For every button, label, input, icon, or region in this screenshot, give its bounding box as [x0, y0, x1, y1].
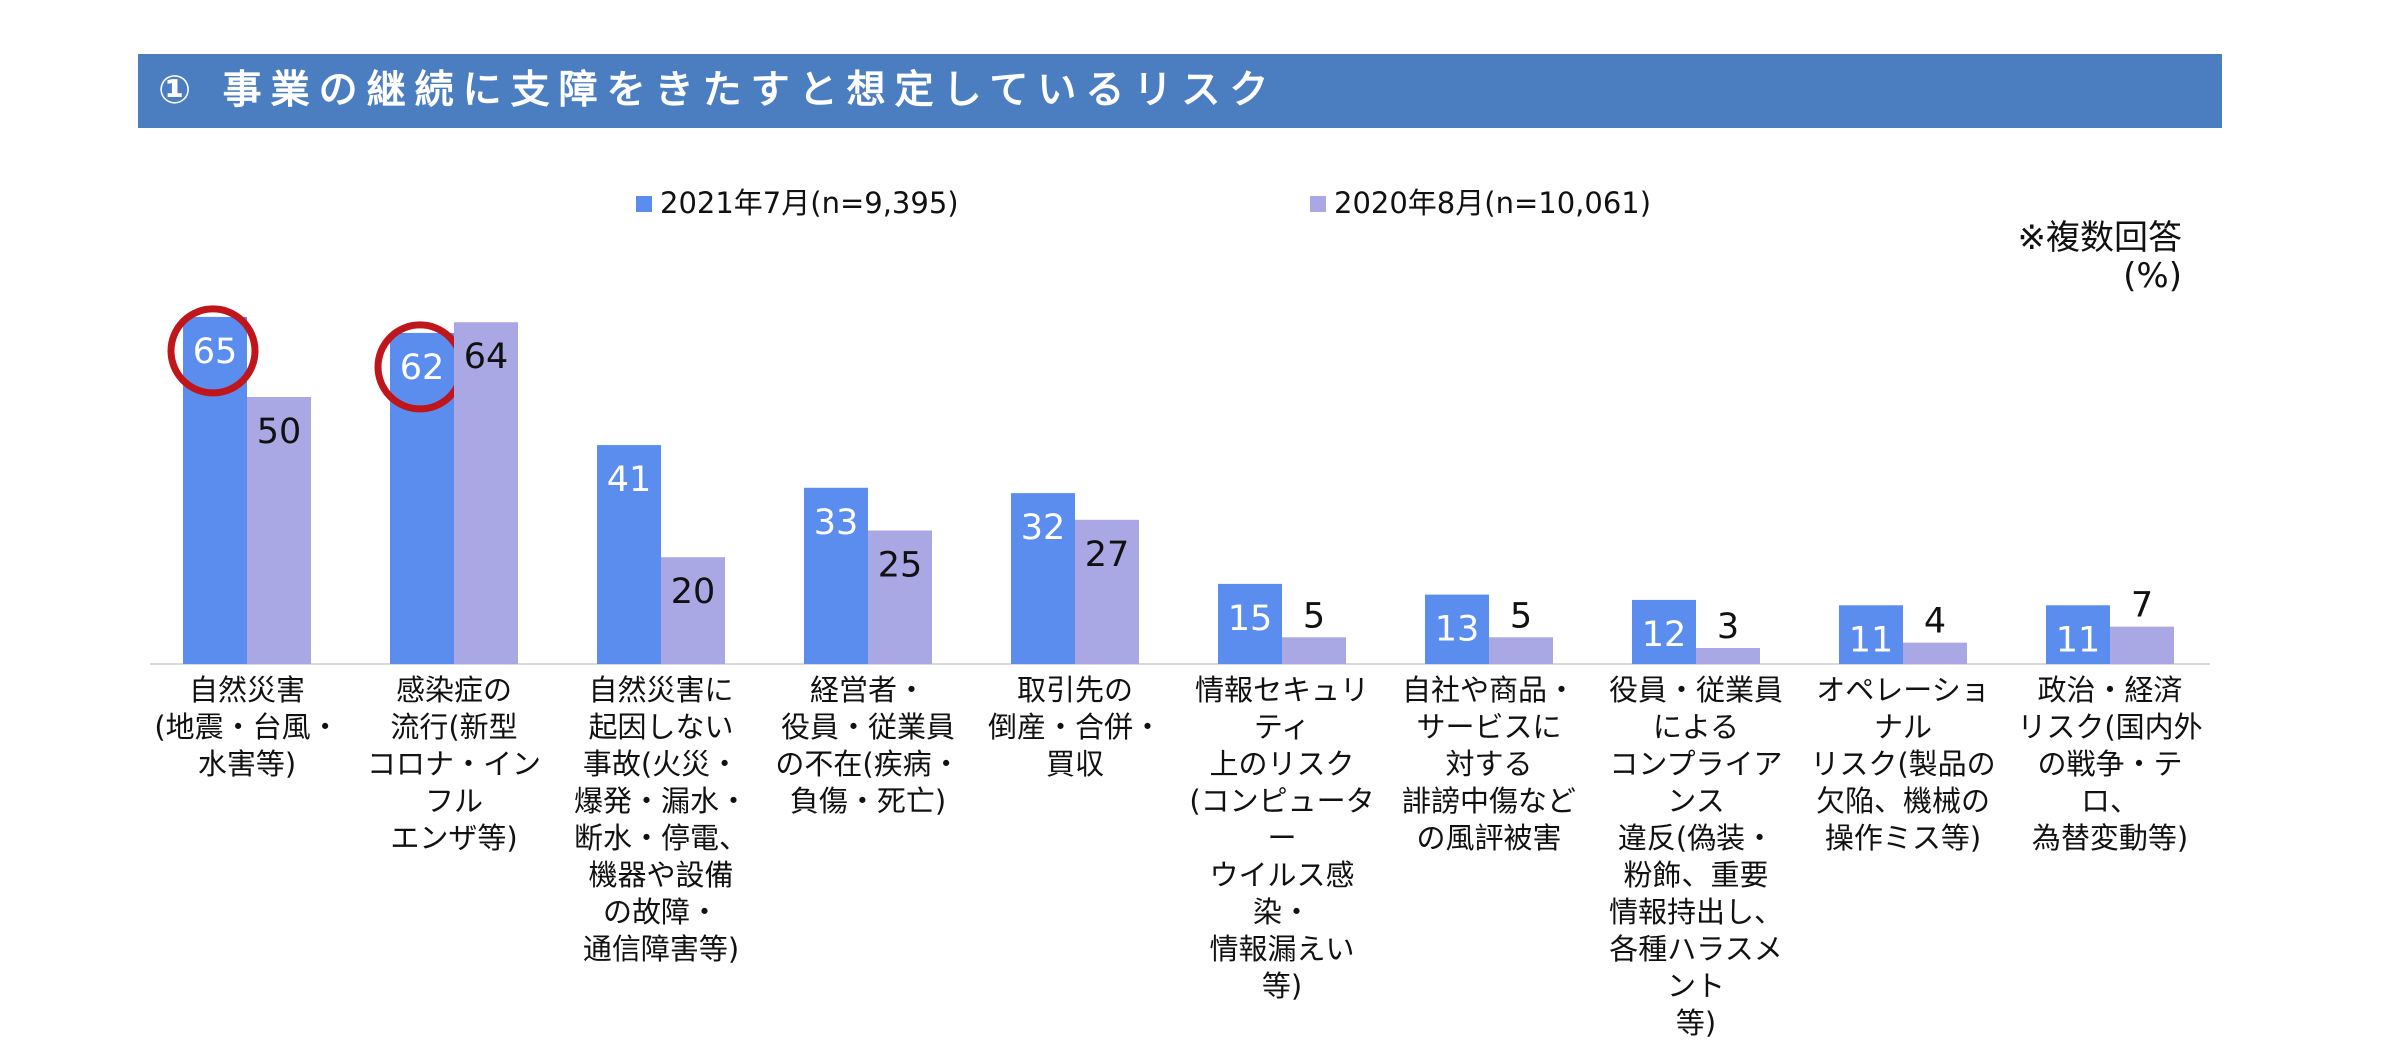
category-label-2: 自然災害に 起因しない 事故(火災・ 爆発・漏水・ 断水・停電、 機器や設備 の… [573, 673, 748, 966]
data-label-2020-1: 64 [464, 337, 509, 377]
category-label-6: 自社や商品・ サービスに 対する 誹謗中傷など の風評被害 [1401, 673, 1576, 855]
data-label-2020-3: 25 [878, 546, 923, 586]
data-label-2021-5: 15 [1228, 599, 1273, 639]
bar-2020-5 [1282, 637, 1346, 664]
bar-2020-1 [454, 322, 518, 664]
category-label-3: 経営者・ 役員・従業員 の不在(疾病・ 負傷・死亡) [775, 673, 961, 818]
data-label-2020-5: 5 [1303, 596, 1325, 636]
bar-2020-8 [1903, 642, 1967, 664]
bar-2021-8 [1839, 605, 1903, 664]
bar-2020-6 [1489, 637, 1553, 664]
category-label-1: 感染症の 流行(新型 コロナ・インフル エンザ等) [366, 673, 541, 855]
legend-label-2021: 2021年7月(n=9,395) [660, 186, 959, 220]
highlight-circle-0 [167, 305, 259, 397]
bar-2021-2 [597, 445, 661, 664]
bar-2021-5 [1218, 583, 1282, 664]
bar-2021-6 [1425, 594, 1489, 664]
bar-2021-0 [183, 316, 247, 664]
category-label-8: オペレーショナル リスク(製品の 欠陥、機械の 操作ミス等) [1810, 673, 1996, 855]
data-label-2020-7: 3 [1717, 607, 1739, 647]
legend-swatch-2021 [636, 196, 652, 212]
data-label-2021-3: 33 [814, 503, 859, 543]
category-label-5: 情報セキュリティ 上のリスク (コンピューター ウイルス感染・ 情報漏えい 等) [1189, 673, 1375, 1003]
category-label-4: 取引先の 倒産・合併・ 買収 [987, 673, 1162, 781]
data-label-2021-2: 41 [607, 460, 652, 500]
category-label-7: 役員・従業員 による コンプライアンス 違反(偽装・ 粉飾、重要 情報持出し、 … [1608, 673, 1783, 1040]
data-label-2020-8: 4 [1924, 602, 1946, 642]
legend-item-2021: 2021年7月(n=9,395) [636, 180, 959, 222]
legend-label-2020: 2020年8月(n=10,061) [1334, 186, 1652, 220]
data-label-2021-0: 65 [193, 332, 238, 372]
bar-2020-0 [247, 397, 311, 664]
page-title: ① 事業の継続に支障をきたすと想定しているリスク [138, 54, 2222, 128]
bar-2020-3 [868, 530, 932, 664]
bar-2021-7 [1632, 599, 1696, 664]
bar-2020-9 [2110, 626, 2174, 664]
bar-2021-4 [1011, 493, 1075, 664]
bar-2021-3 [804, 487, 868, 664]
data-label-2020-9: 7 [2131, 586, 2153, 626]
data-label-2020-2: 20 [671, 572, 716, 612]
category-label-0: 自然災害 (地震・台風・ 水害等) [154, 673, 340, 781]
data-label-2021-9: 11 [2056, 620, 2101, 660]
data-label-2021-4: 32 [1021, 508, 1066, 548]
data-label-2020-6: 5 [1510, 596, 1532, 636]
unit-note: (%) [2123, 256, 2182, 296]
category-label-9: 政治・経済 リスク(国内外 の戦争・テロ、 為替変動等) [2017, 673, 2203, 855]
data-label-2021-6: 13 [1435, 610, 1480, 650]
data-label-2020-4: 27 [1085, 535, 1130, 575]
data-label-2021-7: 12 [1642, 615, 1687, 655]
legend-item-2020: 2020年8月(n=10,061) [1310, 180, 1651, 222]
data-label-2020-0: 50 [257, 412, 302, 452]
multiple-answers-note: ※複数回答 [2017, 218, 2183, 258]
data-label-2021-1: 62 [400, 348, 445, 388]
bar-2020-7 [1696, 647, 1760, 664]
bar-2020-2 [661, 557, 725, 664]
bar-2021-9 [2046, 605, 2110, 664]
bar-2020-4 [1075, 519, 1139, 664]
legend-swatch-2020 [1310, 196, 1326, 212]
bar-2021-1 [390, 332, 454, 664]
data-label-2021-8: 11 [1849, 620, 1894, 660]
